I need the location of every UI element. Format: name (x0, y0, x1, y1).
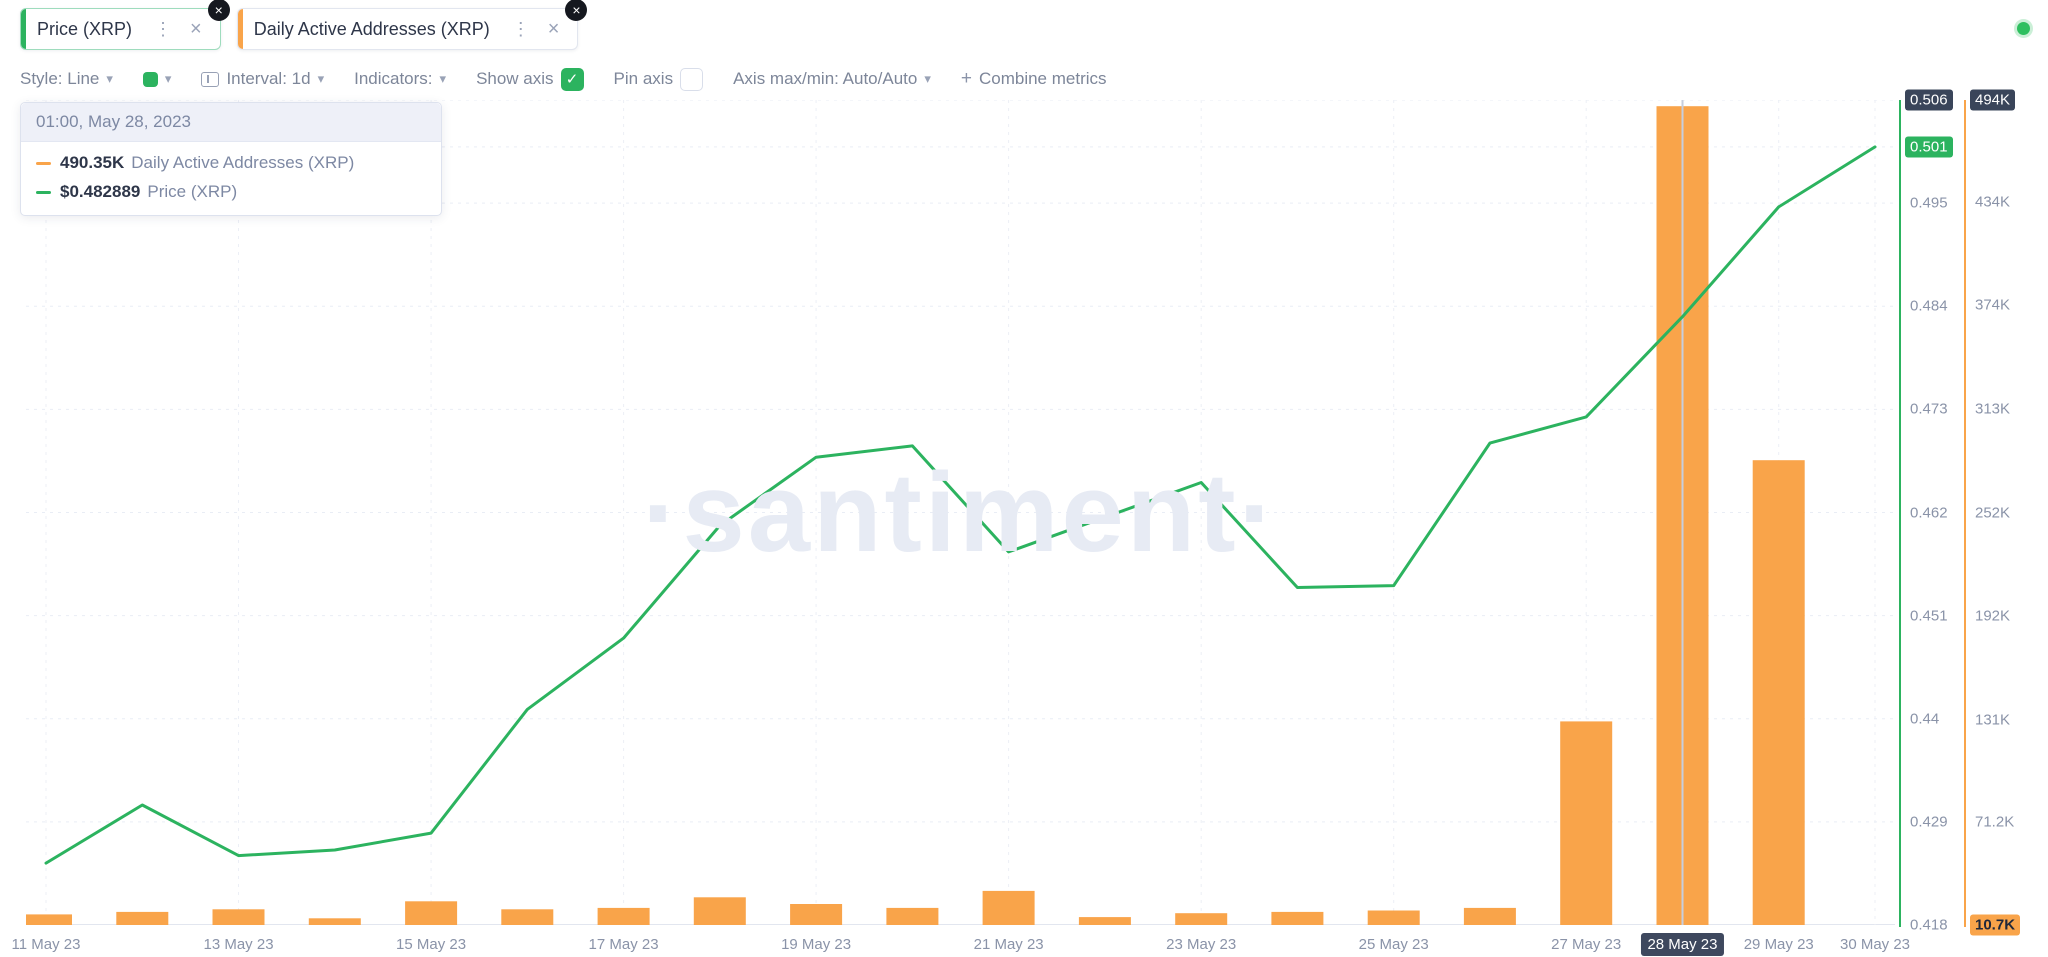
x-axis-tick: 29 May 23 (1743, 936, 1814, 953)
axis-tick: 0.473 (1910, 400, 1948, 418)
axis-tick: 131K (1975, 711, 2011, 729)
color-swatch (142, 71, 158, 87)
axis-maxmin-dropdown[interactable]: Axis max/min: Auto/Auto ▾ (733, 69, 931, 89)
check-icon: ✓ (565, 71, 579, 88)
x-axis-tick: 17 May 23 (588, 936, 659, 953)
x-axis-tick: 27 May 23 (1551, 936, 1622, 953)
axis-tick: 0.506 (1905, 89, 1953, 111)
axis-tick: 71.2K (1975, 813, 2015, 831)
axis-tick: 0.44 (1910, 710, 1940, 728)
price-value: $0.482889 (60, 182, 141, 201)
axis-tick: 313K (1975, 400, 2011, 418)
axis-tick: 0.429 (1910, 813, 1948, 831)
axis-tick: 0.451 (1910, 607, 1948, 625)
style-dropdown[interactable]: Style: Line ▾ (20, 69, 113, 89)
x-axis-tick: 25 May 23 (1358, 936, 1429, 953)
pin-axis-checkbox[interactable] (680, 67, 704, 91)
kebab-menu-icon[interactable]: ⋮ (154, 18, 173, 39)
plus-icon: + (960, 68, 972, 89)
axis-tick: 0.484 (1910, 297, 1948, 315)
show-axis-label: Show axis (476, 69, 554, 88)
chevron-down-icon: ▾ (924, 71, 931, 86)
chart-tooltip: 01:00, May 28, 2023 490.35K Daily Active… (20, 102, 442, 216)
interval-icon (201, 71, 220, 87)
price-series-label: Price (XRP) (147, 182, 238, 201)
tooltip-timestamp: 01:00, May 28, 2023 (21, 103, 441, 142)
chevron-down-icon: ▾ (106, 71, 113, 86)
remove-metric-icon[interactable]: × (565, 0, 588, 21)
chart-svg (20, 99, 1895, 926)
interval-label: Interval: 1d (226, 69, 311, 88)
metric-tab-price[interactable]: Price (XRP) ⋮ × × (20, 0, 230, 50)
chevron-down-icon: ▾ (164, 71, 172, 86)
x-axis-tick: 13 May 23 (203, 936, 274, 953)
show-axis-checkbox[interactable]: ✓ (560, 67, 584, 91)
color-picker[interactable]: ▾ (142, 71, 172, 87)
axis-tick: 10.7K (1970, 914, 2021, 936)
metric-tab-daily-active-addresses[interactable]: Daily Active Addresses (XRP) ⋮ × × (236, 0, 588, 50)
price-series-dash (36, 190, 51, 194)
chevron-down-icon: ▾ (439, 71, 447, 86)
combine-metrics-label: Combine metrics (978, 69, 1107, 88)
x-axis-tick: 30 May 23 (1839, 936, 1911, 953)
price-accent-bar (21, 9, 26, 49)
x-axis-tick: 11 May 23 (11, 936, 81, 953)
axis-tick: 0.495 (1910, 194, 1948, 212)
tooltip-body: 490.35K Daily Active Addresses (XRP) $0.… (21, 142, 441, 215)
x-axis-tick: 19 May 23 (781, 936, 852, 953)
tooltip-row-price: $0.482889 Price (XRP) (36, 182, 426, 202)
indicators-label: Indicators: (354, 69, 433, 88)
price-axis[interactable]: 0.506 0.501 0.495 0.484 0.473 0.462 0.451 0.44 0… (1905, 89, 1963, 934)
daa-series-label: Daily Active Addresses (XRP) (131, 153, 355, 172)
axis-tick: 0.501 (1905, 136, 1953, 158)
metric-tab-daa-label: Daily Active Addresses (XRP) (253, 18, 490, 39)
metric-tab-price-label: Price (XRP) (37, 18, 133, 39)
chevron-down-icon: ▾ (317, 71, 325, 86)
kebab-menu-icon[interactable]: ⋮ (511, 18, 530, 39)
pin-axis-toggle[interactable]: Pin axis (613, 67, 704, 91)
daa-series-dash (36, 161, 51, 165)
metric-tabs: Price (XRP) ⋮ × × Daily Active Addresses… (20, 0, 588, 50)
tooltip-row-daa: 490.35K Daily Active Addresses (XRP) (36, 153, 426, 173)
axis-tick: 0.462 (1910, 504, 1948, 521)
x-axis-tick: 21 May 23 (973, 936, 1044, 953)
axis-tick: 0.418 (1910, 916, 1948, 934)
daa-value: 490.35K (60, 153, 125, 172)
x-axis-tick: 23 May 23 (1166, 936, 1237, 953)
style-label: Style: Line (20, 69, 100, 88)
axis-tick: 192K (1975, 607, 2011, 625)
pin-axis-label: Pin axis (613, 69, 674, 88)
show-axis-toggle[interactable]: Show axis ✓ (476, 67, 584, 91)
connection-status-dot (2017, 22, 2030, 35)
axis-tick: 252K (1975, 504, 2011, 522)
indicators-dropdown[interactable]: Indicators: ▾ (354, 69, 446, 89)
addresses-axis-line (1964, 100, 1966, 927)
x-axis-tick: 15 May 23 (396, 936, 467, 953)
x-axis: 11 May 23 13 May 23 15 May 23 17 May 23 19 M… (12, 933, 1910, 957)
axis-tick: 434K (1975, 193, 2011, 211)
daa-accent-bar (237, 9, 243, 49)
chart-toolbar: Style: Line ▾ ▾ Interval: 1d ▾ Indicator… (20, 64, 1107, 94)
x-axis-tick: 28 May 23 (1641, 933, 1724, 956)
remove-metric-icon[interactable]: × (207, 0, 230, 21)
axis-maxmin-label: Axis max/min: Auto/Auto (733, 69, 918, 88)
close-icon[interactable]: × (190, 17, 202, 40)
axis-tick: 494K (1970, 89, 2016, 111)
chart-plot-area[interactable] (20, 99, 1895, 926)
combine-metrics-button[interactable]: + Combine metrics (961, 68, 1107, 90)
interval-dropdown[interactable]: Interval: 1d ▾ (201, 69, 324, 89)
close-icon[interactable]: × (547, 17, 560, 40)
price-axis-line (1899, 100, 1901, 927)
axis-tick: 374K (1975, 296, 2011, 314)
addresses-axis[interactable]: 494K 434K 374K 313K 252K 192K 131K 71.2K 10.7K (1970, 89, 2046, 936)
